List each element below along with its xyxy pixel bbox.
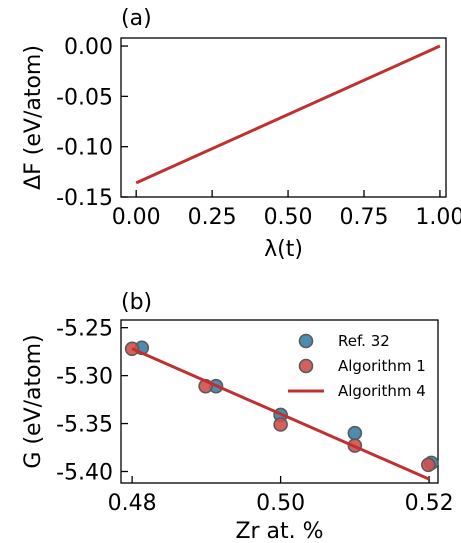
plot-frame bbox=[120, 37, 447, 198]
y-axis-label: G (eV/atom) bbox=[21, 334, 46, 468]
y-tick-label: -5.25 bbox=[56, 317, 113, 342]
x-tick-label: 0.00 bbox=[112, 205, 161, 230]
x-tick-label: 0.75 bbox=[339, 205, 388, 230]
plot-frame bbox=[120, 319, 439, 484]
legend-marker-ref-32 bbox=[298, 333, 314, 349]
data-point-algorithm-1 bbox=[421, 457, 436, 473]
x-tick-label: 0.48 bbox=[108, 491, 157, 516]
y-tick-label: -0.10 bbox=[56, 136, 113, 161]
x-tick-label: 0.25 bbox=[188, 205, 237, 230]
y-tick-label: -5.35 bbox=[56, 413, 113, 438]
data-point-ref-32 bbox=[347, 425, 363, 441]
series-line bbox=[135, 44, 441, 185]
x-tick-label: 1.00 bbox=[415, 205, 461, 230]
x-tick-label: 0.50 bbox=[264, 205, 313, 230]
x-axis-label: Zr at. % bbox=[235, 519, 323, 543]
legend-label-algorithm-4: Algorithm 4 bbox=[338, 382, 426, 400]
y-axis-label: ΔF (eV/atom) bbox=[21, 45, 46, 190]
y-tick-label: -5.30 bbox=[56, 365, 113, 390]
legend-label-ref-32: Ref. 32 bbox=[338, 332, 390, 350]
y-tick-label: -0.15 bbox=[56, 186, 113, 211]
x-axis-label: λ(t) bbox=[264, 237, 303, 262]
legend-marker-algorithm-1 bbox=[298, 358, 314, 374]
panel-label: (a) bbox=[121, 6, 152, 31]
y-tick-label: 0.00 bbox=[64, 35, 113, 60]
y-tick-label: -0.05 bbox=[56, 85, 113, 110]
legend-label-algorithm-1: Algorithm 1 bbox=[338, 357, 426, 375]
data-point-algorithm-1 bbox=[273, 417, 288, 432]
panel-label: (b) bbox=[121, 290, 152, 315]
x-tick-label: 0.50 bbox=[256, 491, 305, 516]
x-tick-label: 0.52 bbox=[405, 491, 454, 516]
y-tick-label: -5.40 bbox=[56, 460, 113, 485]
series-line-algorithm-4 bbox=[131, 347, 430, 481]
